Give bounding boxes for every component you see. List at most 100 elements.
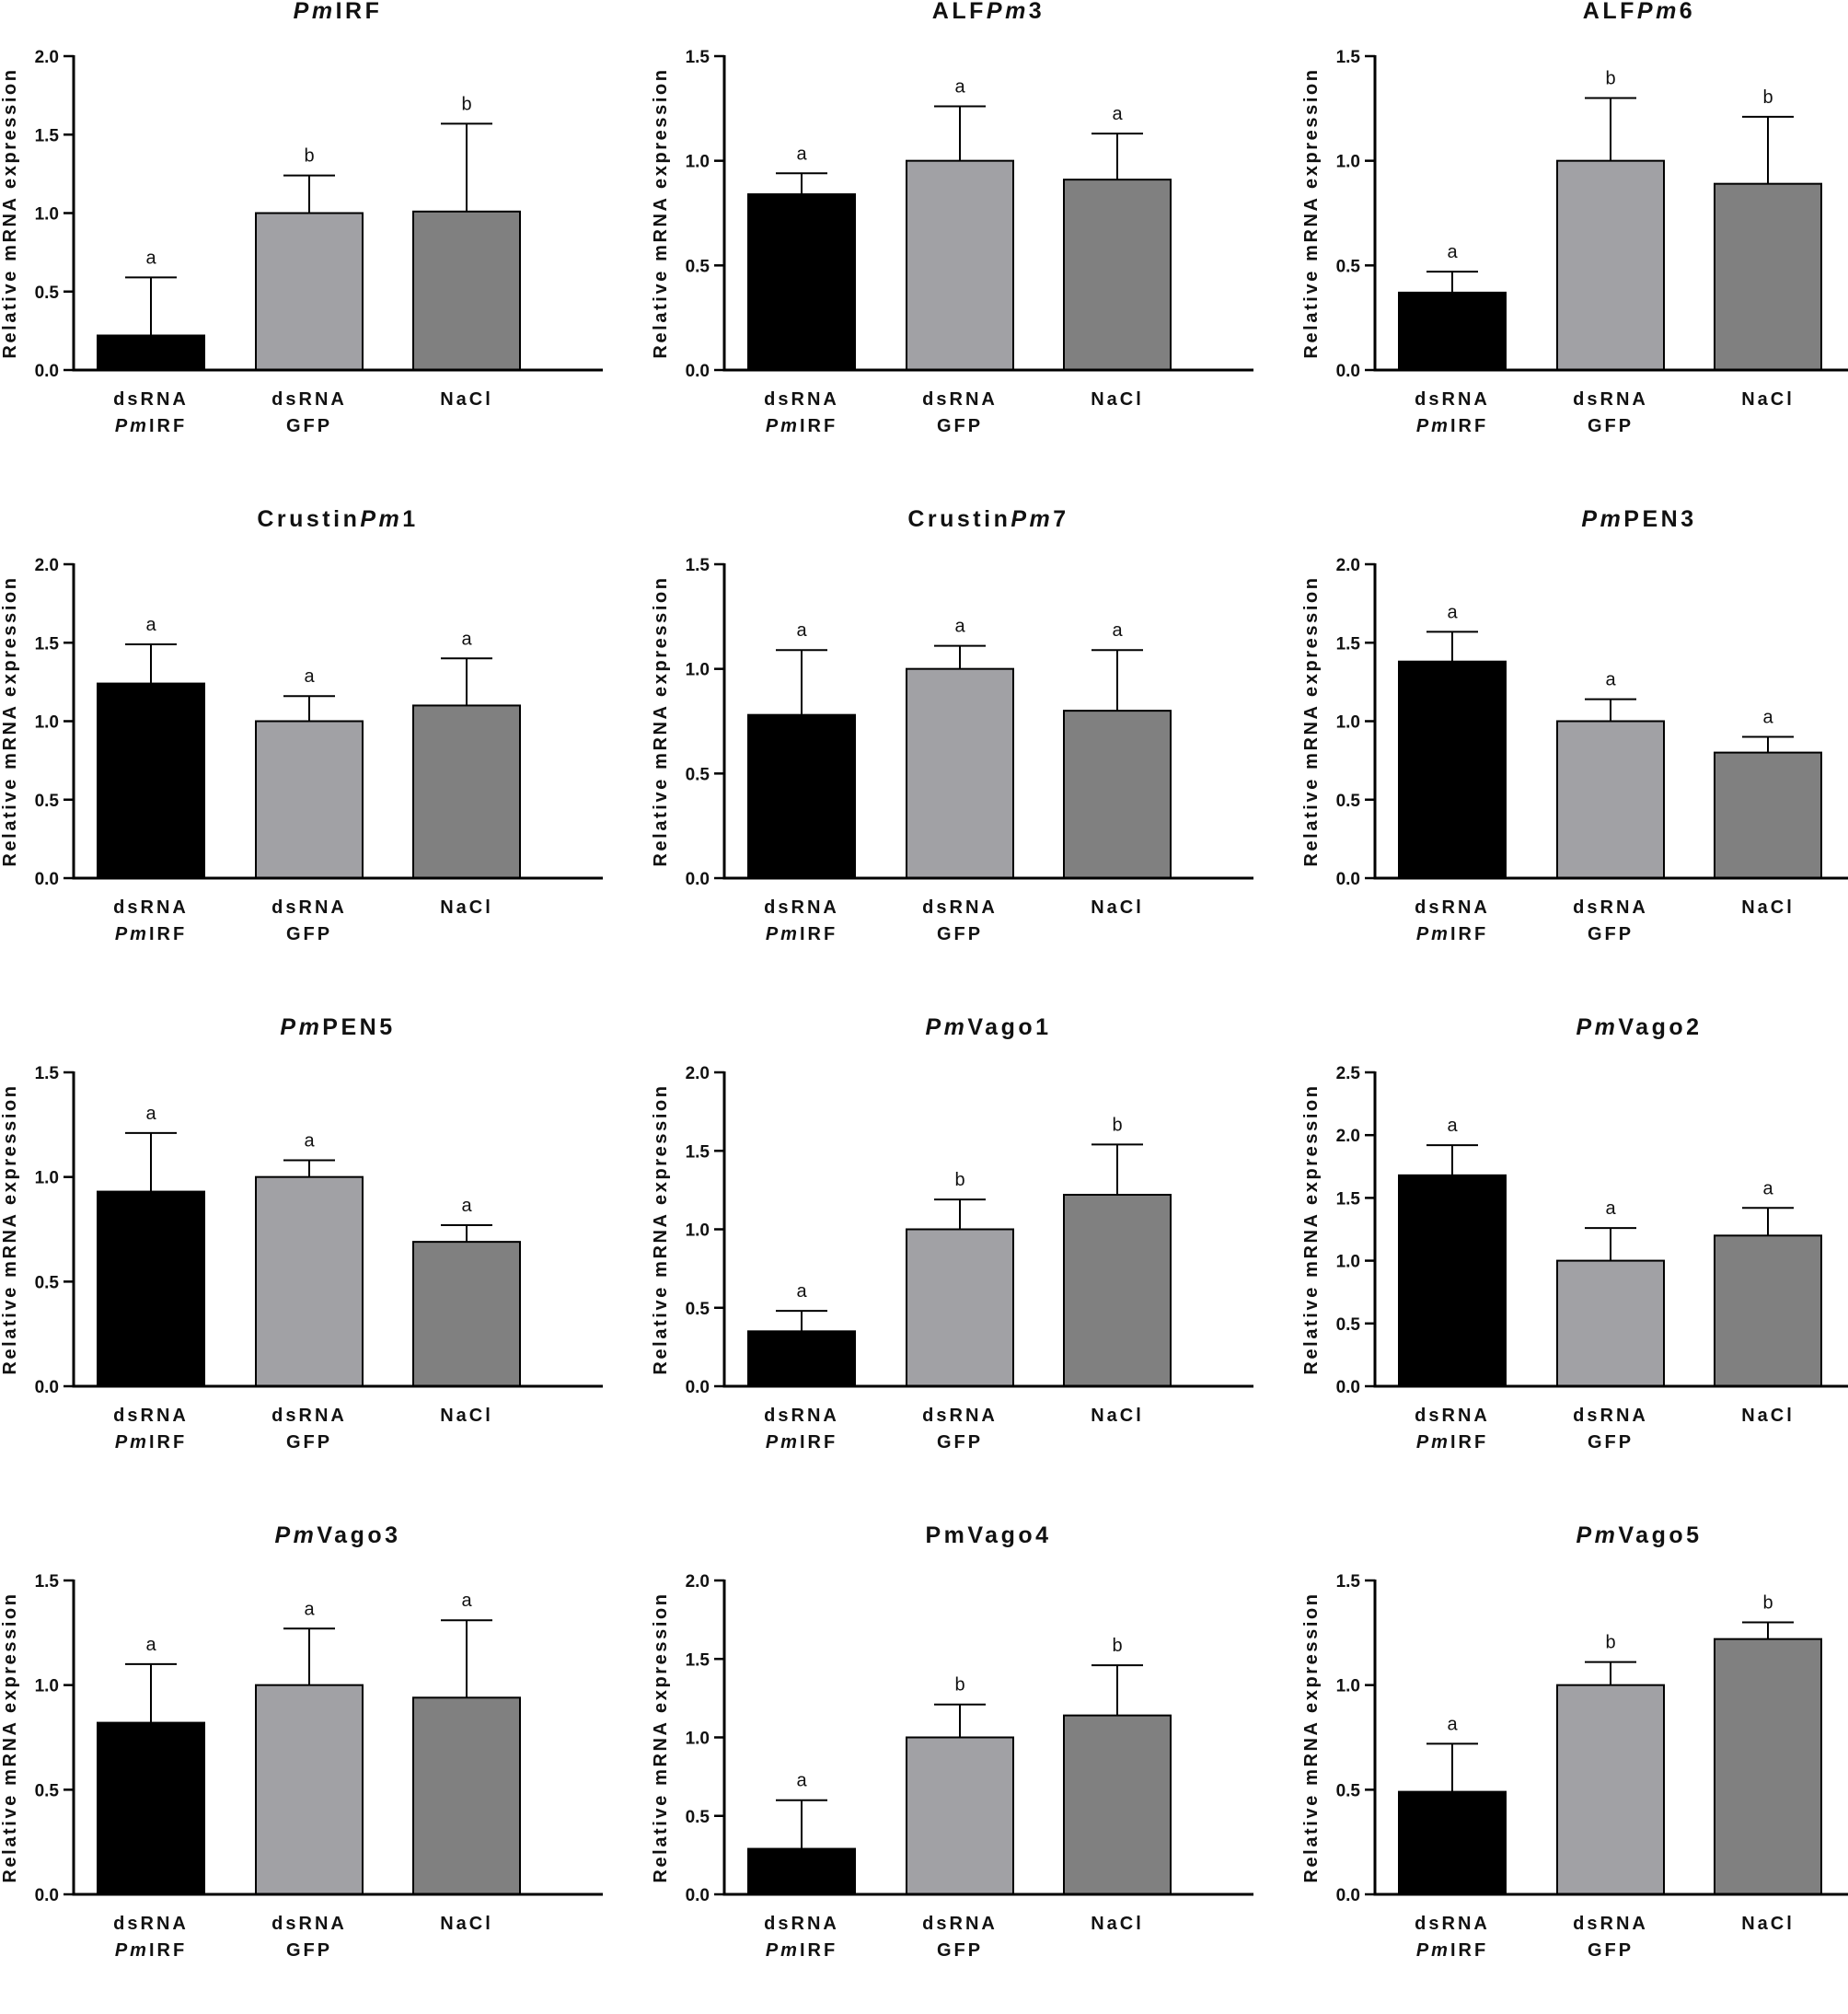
title-part: 3	[1029, 0, 1045, 24]
x-category-sublabel: PmIRF	[1416, 1432, 1488, 1453]
x-category-sublabel: GFP	[286, 1940, 332, 1961]
bar-1	[97, 682, 205, 879]
bar-3	[1714, 182, 1822, 371]
x-category-label: dsRNA	[1573, 1914, 1648, 1934]
x-category-label: NaCl	[440, 897, 493, 918]
x-category-label: dsRNA	[271, 1914, 347, 1934]
y-axis-label: Relative mRNA expression	[0, 67, 20, 358]
x-category-sublabel: PmIRF	[115, 1432, 187, 1453]
significance-label-2: a	[954, 77, 965, 98]
x-category-text: GFP	[937, 1432, 983, 1453]
x-category-text: GFP	[937, 416, 983, 436]
title-part: Pm	[280, 1014, 322, 1040]
x-category-text: IRF	[149, 1940, 187, 1961]
x-category-text: IRF	[1450, 924, 1488, 944]
significance-label-1: a	[1447, 602, 1458, 622]
bar-1	[1398, 291, 1507, 371]
chart-panel-2: ALFPm3 Relative mRNA expression a a a 0.0 0.5 1…	[651, 0, 1266, 490]
chart-svg: PmVago4 Relative mRNA expression a b b 0.0 0.5…	[651, 1522, 1253, 1961]
x-category-italic: Pm	[766, 416, 800, 436]
y-tick-label: 1.5	[1336, 634, 1361, 654]
y-tick-label: 2.0	[1336, 556, 1360, 575]
y-axis-label: Relative mRNA expression	[0, 575, 20, 866]
x-category-text: IRF	[1450, 1432, 1488, 1453]
title-part: Pm	[1576, 1522, 1618, 1548]
x-category-sublabel: PmIRF	[1416, 1940, 1488, 1961]
y-tick-label: 1.0	[1336, 153, 1360, 172]
x-category-sublabel: PmIRF	[766, 416, 837, 436]
x-category-label: dsRNA	[113, 1406, 189, 1426]
bar-1	[97, 334, 205, 371]
y-tick-label: 0.0	[686, 1378, 710, 1397]
title-part: Pm	[1581, 506, 1623, 532]
y-tick-label: 1.0	[35, 1169, 59, 1188]
chart-title: PmVago5	[1576, 1522, 1702, 1548]
x-category-italic: Pm	[115, 416, 149, 436]
significance-label-1: a	[145, 248, 156, 268]
x-category-label: dsRNA	[1415, 389, 1490, 410]
bar-3	[412, 210, 521, 371]
significance-label-3: a	[461, 629, 472, 649]
y-tick-label: 0.0	[686, 1886, 710, 1905]
x-category-text: GFP	[286, 416, 332, 436]
bar-3	[1063, 710, 1172, 879]
significance-label-2: b	[1605, 1633, 1615, 1653]
chart-title: CrustinPm1	[257, 506, 418, 532]
x-category-text: GFP	[1588, 1432, 1634, 1453]
x-category-label: NaCl	[1741, 1914, 1795, 1934]
bar-3	[1714, 751, 1822, 879]
y-tick-label: 0.5	[35, 792, 60, 811]
y-tick-label: 0.0	[35, 870, 59, 889]
y-tick-label: 0.5	[686, 1300, 710, 1319]
bar-1	[1398, 1790, 1507, 1895]
chart-title: PmPEN3	[1581, 506, 1696, 532]
y-tick-label: 0.0	[1336, 1378, 1360, 1397]
y-tick-label: 1.5	[686, 1142, 710, 1162]
y-tick-label: 1.0	[35, 1677, 59, 1696]
y-tick-label: 0.0	[1336, 1886, 1360, 1905]
significance-label-2: a	[304, 1130, 315, 1151]
x-category-sublabel: GFP	[937, 416, 983, 436]
significance-label-1: a	[1447, 1714, 1458, 1734]
y-axis-label: Relative mRNA expression	[1301, 1083, 1322, 1374]
bar-2	[906, 667, 1014, 879]
x-category-text: IRF	[800, 416, 837, 436]
y-tick-label: 2.0	[1336, 1127, 1360, 1146]
bar-1	[97, 1190, 205, 1387]
x-category-label: dsRNA	[271, 389, 347, 410]
significance-label-3: a	[1112, 620, 1123, 641]
y-tick-label: 0.0	[1336, 870, 1360, 889]
chart-panel-7: PmPEN5 Relative mRNA expression a a a 0.0 0.5 1…	[0, 1014, 616, 1506]
y-tick-label: 1.5	[35, 634, 60, 654]
x-category-text: IRF	[149, 416, 187, 436]
x-category-label: dsRNA	[113, 1914, 189, 1934]
y-tick-label: 1.5	[686, 48, 710, 67]
title-part: PmVago4	[925, 1522, 1051, 1548]
bar-2	[906, 1736, 1014, 1895]
y-tick-label: 1.0	[686, 661, 710, 680]
y-tick-label: 1.0	[686, 1730, 710, 1749]
y-tick-label: 1.5	[686, 556, 710, 575]
significance-label-2: a	[304, 1599, 315, 1619]
significance-label-2: a	[1605, 1198, 1616, 1219]
title-part: Pm	[925, 1014, 967, 1040]
x-category-italic: Pm	[115, 1432, 149, 1453]
bar-2	[255, 720, 364, 879]
y-axis-label: Relative mRNA expression	[651, 575, 671, 866]
title-part: Pm	[294, 0, 336, 24]
chart-title: CrustinPm7	[907, 506, 1068, 532]
x-category-label: dsRNA	[1415, 1914, 1490, 1934]
x-category-label: NaCl	[440, 1406, 493, 1426]
x-category-italic: Pm	[1416, 416, 1450, 436]
bar-2	[906, 1228, 1014, 1387]
significance-label-3: a	[461, 1591, 472, 1611]
y-tick-label: 0.0	[686, 362, 710, 381]
bar-2	[1556, 159, 1665, 371]
x-category-sublabel: GFP	[1588, 1940, 1634, 1961]
y-tick-label: 0.5	[35, 284, 60, 303]
x-category-label: dsRNA	[113, 897, 189, 918]
y-tick-label: 1.0	[35, 205, 59, 225]
x-category-text: IRF	[800, 924, 837, 944]
y-tick-label: 2.5	[1336, 1064, 1361, 1083]
